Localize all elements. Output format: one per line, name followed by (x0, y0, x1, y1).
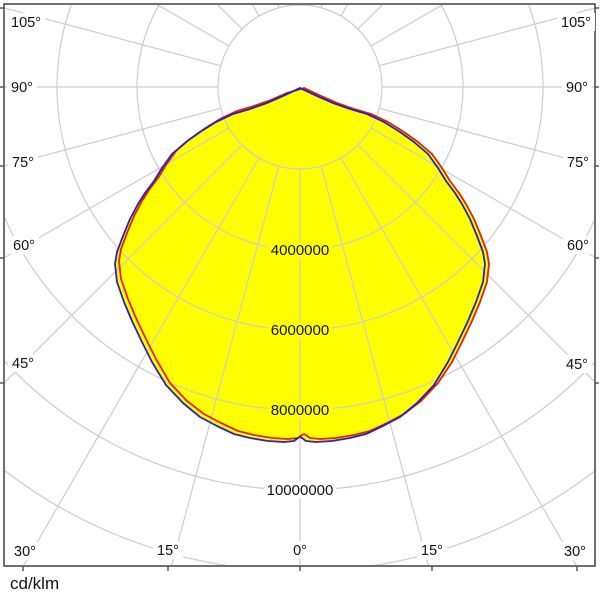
radial-value-label: 4000000 (271, 242, 329, 259)
angle-label: 15° (157, 543, 179, 559)
angle-label: 90° (566, 80, 588, 96)
curve-c0-c180 (118, 87, 490, 440)
angle-label: 105° (11, 15, 41, 31)
unit-label: cd/klm (10, 574, 60, 593)
angle-label: 75° (12, 155, 34, 171)
curve-c90-c270 (114, 87, 486, 443)
angle-label: 60° (13, 238, 35, 254)
angle-label: 30° (564, 544, 586, 560)
angle-label: 60° (567, 238, 589, 254)
radial-value-label: 6000000 (271, 322, 329, 339)
angle-label: 45° (12, 356, 34, 372)
angle-label: 15° (421, 543, 443, 559)
border-ticks (0, 7, 599, 571)
angle-label: 0° (293, 543, 307, 559)
radial-value-label: 8000000 (271, 402, 329, 419)
angle-label: 90° (11, 80, 33, 96)
angle-label: 45° (566, 357, 588, 373)
angle-label: 75° (567, 155, 589, 171)
radial-value-labels: 4000000 6000000 8000000 10000000 (264, 242, 336, 499)
intensity-curves (114, 87, 490, 443)
angle-label: 105° (561, 15, 591, 31)
angle-labels: 105° 90° 75° 60° 45° 105° 90° 75° 60° 45° 30° 15° 0°… (7, 13, 595, 560)
angle-label: 30° (14, 544, 36, 560)
radial-value-label: 10000000 (267, 482, 334, 499)
